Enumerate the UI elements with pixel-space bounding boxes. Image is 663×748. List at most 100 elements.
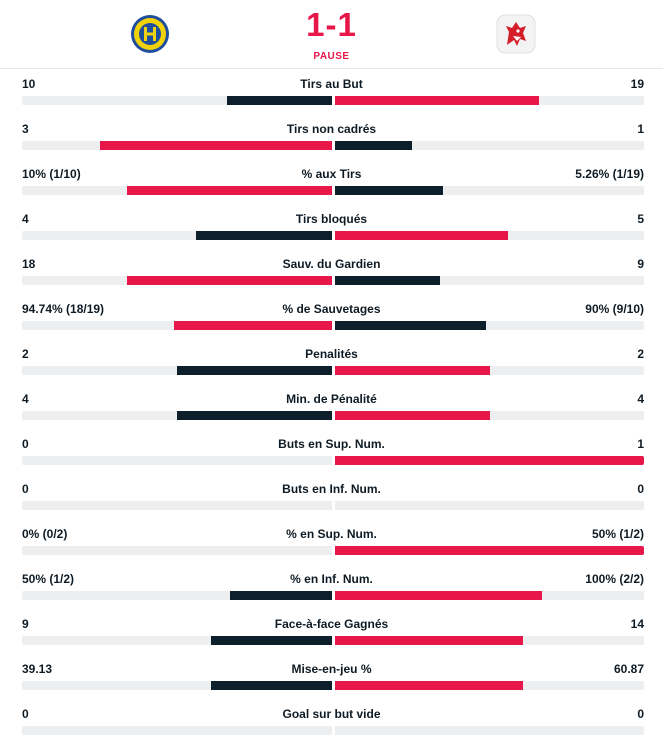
- home-stat-bar: [22, 276, 332, 285]
- home-stat-bar: [22, 366, 332, 375]
- home-stat-value: 0: [22, 707, 29, 721]
- stat-row: 4 Min. de Pénalité 4: [0, 385, 663, 430]
- away-stat-value: 2: [637, 347, 644, 361]
- away-stat-bar-fill: [335, 186, 444, 195]
- home-stat-bar: [22, 681, 332, 690]
- away-stat-bar-fill: [335, 96, 539, 105]
- away-stat-bar-fill: [335, 321, 487, 330]
- away-stat-bar-fill: [335, 411, 490, 420]
- home-stat-value: 2: [22, 347, 29, 361]
- away-stat-bar: [335, 231, 644, 240]
- home-stat-bar: [22, 591, 332, 600]
- stat-row: 50% (1/2) % en Inf. Num. 100% (2/2): [0, 565, 663, 610]
- away-stat-bar: [335, 636, 644, 645]
- home-stat-value: 50% (1/2): [22, 572, 75, 586]
- stat-label: % de Sauvetages: [282, 302, 381, 316]
- home-stat-value: 0% (0/2): [22, 527, 68, 541]
- home-stat-value: 3: [22, 122, 29, 136]
- home-stat-bar-fill: [229, 591, 332, 600]
- home-stat-bar: [22, 231, 332, 240]
- away-stat-value: 1: [637, 437, 644, 451]
- stat-row: 39.13 Mise-en-jeu % 60.87: [0, 655, 663, 700]
- away-stat-bar-fill: [335, 681, 524, 690]
- away-stat-bar: [335, 546, 644, 555]
- home-stat-value: 0: [22, 437, 29, 451]
- match-status: PAUSE: [313, 51, 350, 62]
- home-stat-bar: [22, 726, 332, 735]
- away-stat-bar-fill: [335, 141, 413, 150]
- away-stat-bar-fill: [335, 546, 644, 555]
- home-stat-value: 4: [22, 392, 29, 406]
- home-stat-bar-fill: [127, 186, 332, 195]
- home-stat-value: 18: [22, 257, 36, 271]
- home-stat-bar-fill: [211, 636, 332, 645]
- stat-row: 10% (1/10) % aux Tirs 5.26% (1/19): [0, 160, 663, 205]
- home-stat-value: 0: [22, 482, 29, 496]
- stat-row: 0% (0/2) % en Sup. Num. 50% (1/2): [0, 520, 663, 565]
- away-stat-bar-fill: [335, 231, 509, 240]
- away-stat-value: 100% (2/2): [585, 572, 644, 586]
- stat-row: 0 Buts en Inf. Num. 0: [0, 475, 663, 520]
- away-stat-bar-fill: [335, 456, 644, 465]
- away-stat-bar: [335, 186, 644, 195]
- home-stat-bar-fill: [177, 366, 332, 375]
- away-stat-value: 14: [630, 617, 644, 631]
- stat-label: Penalités: [305, 347, 358, 361]
- stat-label: Goal sur but vide: [282, 707, 381, 721]
- home-stat-bar: [22, 321, 332, 330]
- home-stat-bar: [22, 96, 332, 105]
- home-team-logo[interactable]: [130, 14, 170, 54]
- stat-label: % aux Tirs: [301, 167, 362, 181]
- stat-label: Sauv. du Gardien: [282, 257, 381, 271]
- hcd-crest-icon: [131, 15, 169, 53]
- home-stat-bar: [22, 456, 332, 465]
- home-stat-bar-fill: [177, 411, 332, 420]
- home-stat-value: 39.13: [22, 662, 53, 676]
- stat-row: 0 Goal sur but vide 0: [0, 700, 663, 745]
- home-stat-bar: [22, 546, 332, 555]
- stat-row: 94.74% (18/19) % de Sauvetages 90% (9/10): [0, 295, 663, 340]
- stat-label: Min. de Pénalité: [286, 392, 377, 406]
- stat-label: Mise-en-jeu %: [291, 662, 372, 676]
- away-stat-bar-fill: [335, 591, 543, 600]
- stat-label: % en Sup. Num.: [286, 527, 377, 541]
- away-stat-value: 9: [637, 257, 644, 271]
- home-stat-bar-fill: [99, 141, 332, 150]
- stat-label: % en Inf. Num.: [290, 572, 373, 586]
- stat-row: 18 Sauv. du Gardien 9: [0, 250, 663, 295]
- home-stat-bar: [22, 501, 332, 510]
- home-stat-bar: [22, 141, 332, 150]
- away-stat-value: 50% (1/2): [591, 527, 644, 541]
- stat-label: Tirs non cadrés: [286, 122, 377, 136]
- away-stat-value: 0: [637, 482, 644, 496]
- away-stat-bar: [335, 501, 644, 510]
- home-stat-value: 94.74% (18/19): [22, 302, 105, 316]
- away-stat-bar: [335, 591, 644, 600]
- home-stat-value: 9: [22, 617, 29, 631]
- away-stat-value: 1: [637, 122, 644, 136]
- lion-crest-icon: [496, 14, 536, 54]
- stat-label: Face-à-face Gagnés: [274, 617, 389, 631]
- away-stat-bar-fill: [335, 366, 490, 375]
- away-stat-value: 5.26% (1/19): [575, 167, 644, 181]
- away-stat-bar: [335, 276, 644, 285]
- home-stat-bar-fill: [226, 96, 332, 105]
- away-stat-bar: [335, 141, 644, 150]
- away-stat-value: 4: [637, 392, 644, 406]
- stat-row: 9 Face-à-face Gagnés 14: [0, 610, 663, 655]
- stat-row: 2 Penalités 2: [0, 340, 663, 385]
- match-score: 1-1: [306, 6, 357, 43]
- home-stat-bar: [22, 411, 332, 420]
- home-stat-value: 4: [22, 212, 29, 226]
- stats-list: 10 Tirs au But 19 3 Tirs non cadrés 1 10% (1/1…: [0, 70, 663, 745]
- stat-label: Tirs bloqués: [295, 212, 368, 226]
- away-stat-value: 90% (9/10): [585, 302, 644, 316]
- home-stat-bar-fill: [127, 276, 332, 285]
- stat-row: 4 Tirs bloqués 5: [0, 205, 663, 250]
- away-stat-value: 5: [637, 212, 644, 226]
- home-stat-bar-fill: [211, 681, 332, 690]
- away-team-logo[interactable]: [496, 14, 536, 54]
- away-stat-bar: [335, 366, 644, 375]
- home-stat-value: 10% (1/10): [22, 167, 81, 181]
- stat-row: 10 Tirs au But 19: [0, 70, 663, 115]
